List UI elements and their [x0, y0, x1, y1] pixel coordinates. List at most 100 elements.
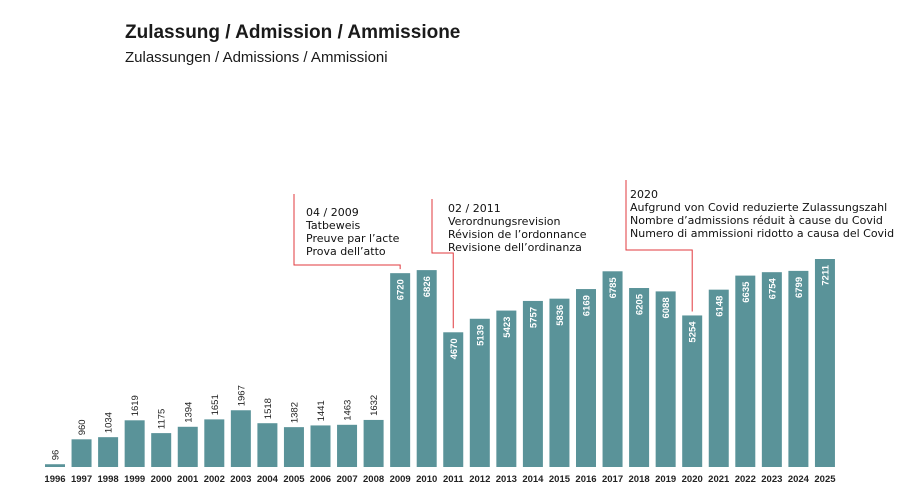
bar-2002	[204, 419, 225, 467]
annotation-2020: 2020 Aufgrund von Covid reduzierte Zulas…	[630, 188, 894, 240]
bar-2014	[522, 300, 543, 467]
annotation-2009-line: Prova dell’atto	[306, 245, 386, 258]
annotation-2020-line: Nombre d’admissions réduit à cause du Co…	[630, 214, 883, 227]
x-tick-2014: 2014	[522, 474, 544, 485]
value-labels-group: 96 960 1034 1619 1175 1394 1651 1967 1518 1382 144…	[51, 264, 832, 460]
value-label-2009: 6720	[396, 279, 407, 300]
bar-2018	[629, 288, 650, 467]
page-title: Zulassung / Admission / Ammissione	[125, 22, 461, 43]
bar-2017	[602, 271, 623, 467]
value-label-2010: 6826	[422, 276, 433, 297]
x-tick-2012: 2012	[469, 474, 490, 485]
annotation-2020-line: Numero di ammissioni ridotto a causa del…	[630, 227, 895, 240]
bar-2005	[283, 427, 304, 467]
bar-2016	[576, 289, 596, 467]
x-tick-2023: 2023	[761, 474, 782, 485]
x-tick-1997: 1997	[71, 474, 92, 485]
bar-2008	[363, 419, 384, 467]
x-tick-2009: 2009	[390, 474, 411, 485]
value-label-2020: 5254	[688, 321, 699, 343]
value-label-2000: 1175	[157, 409, 168, 429]
annotation-2011: 02 / 2011 Verordnungsrevision Révision d…	[448, 202, 587, 254]
x-tick-2015: 2015	[549, 474, 571, 485]
annotation-connector-2009	[293, 194, 401, 270]
bar-2013	[496, 310, 517, 467]
value-label-2011: 4670	[449, 338, 460, 359]
bar-2011	[443, 332, 464, 467]
value-label-1997: 960	[77, 419, 88, 435]
x-tick-2017: 2017	[602, 474, 623, 485]
value-label-2019: 6088	[661, 297, 672, 318]
value-label-2024: 6799	[794, 277, 805, 298]
x-tick-2016: 2016	[575, 474, 596, 485]
x-tick-1999: 1999	[124, 474, 145, 485]
value-label-2025: 7211	[820, 264, 831, 285]
value-label-2004: 1518	[263, 398, 274, 419]
x-tick-2004: 2004	[257, 474, 279, 485]
bar-1999	[124, 420, 145, 467]
x-tick-2003: 2003	[230, 474, 251, 485]
value-label-2006: 1441	[316, 400, 327, 421]
x-tick-1996: 1996	[44, 474, 65, 485]
value-label-2013: 5423	[502, 317, 513, 338]
x-tick-1998: 1998	[98, 474, 119, 485]
bar-2000	[151, 433, 172, 467]
x-tick-2022: 2022	[735, 474, 756, 485]
value-label-2002: 1651	[210, 394, 221, 415]
bar-2020	[682, 315, 703, 467]
bar-2009	[390, 273, 411, 467]
x-tick-2008: 2008	[363, 474, 384, 485]
value-label-2022: 6635	[741, 281, 752, 303]
bar-2012	[469, 318, 490, 467]
bars-group	[45, 259, 835, 467]
x-tick-2002: 2002	[204, 474, 225, 485]
bar-2022	[735, 275, 756, 467]
bar-2023	[761, 272, 782, 467]
annotation-2009-line: Preuve par l’acte	[306, 232, 400, 245]
value-label-2015: 5836	[555, 305, 566, 326]
annotation-2011-line: Revisione dell’ordinanza	[448, 241, 582, 254]
x-tick-2007: 2007	[336, 474, 357, 485]
annotation-2020-line: 2020	[630, 188, 658, 201]
bar-2004	[257, 423, 278, 467]
annotation-lines	[293, 180, 693, 329]
annotation-2011-line: Verordnungsrevision	[448, 215, 561, 228]
page-subtitle: Zulassungen / Admissions / Ammissioni	[125, 49, 388, 66]
x-tick-2011: 2011	[443, 474, 464, 485]
x-tick-2013: 2013	[496, 474, 517, 485]
value-label-2001: 1394	[183, 402, 194, 423]
x-tick-2000: 2000	[151, 474, 172, 485]
value-label-1998: 1034	[104, 412, 115, 433]
value-label-2017: 6785	[608, 277, 619, 299]
bar-2001	[177, 426, 198, 467]
bar-2007	[337, 424, 358, 467]
bar-2025	[814, 259, 835, 467]
value-label-2014: 5757	[528, 307, 539, 328]
x-tick-2025: 2025	[814, 474, 836, 485]
x-tick-2020: 2020	[682, 474, 703, 485]
annotation-2009-line: Tatbeweis	[306, 219, 361, 232]
x-tick-2024: 2024	[788, 474, 810, 485]
x-tick-2019: 2019	[655, 474, 676, 485]
value-label-2012: 5139	[475, 325, 486, 346]
bar-2015	[549, 298, 570, 467]
annotation-2011-line: 02 / 2011	[448, 202, 501, 215]
x-tick-2021: 2021	[708, 474, 730, 485]
bar-2010	[416, 270, 437, 467]
bar-2019	[655, 291, 676, 467]
bar-2024	[788, 270, 809, 467]
x-tick-2001: 2001	[177, 474, 199, 485]
annotation-connector-2020	[625, 180, 693, 312]
x-tick-labels-group: 1996 1997 1998 1999 2000 2001 2002 2003 2004 2005…	[44, 474, 836, 485]
annotation-2020-line: Aufgrund von Covid reduzierte Zulassungs…	[630, 201, 888, 214]
value-label-2016: 6169	[582, 295, 593, 316]
bar-1996	[45, 464, 65, 467]
value-label-1996: 96	[51, 450, 62, 461]
x-tick-2018: 2018	[629, 474, 650, 485]
value-label-2003: 1967	[236, 385, 247, 406]
bar-2003	[230, 410, 251, 467]
value-label-2008: 1632	[369, 395, 380, 416]
value-label-2021: 6148	[714, 296, 725, 317]
x-tick-2010: 2010	[416, 474, 437, 485]
